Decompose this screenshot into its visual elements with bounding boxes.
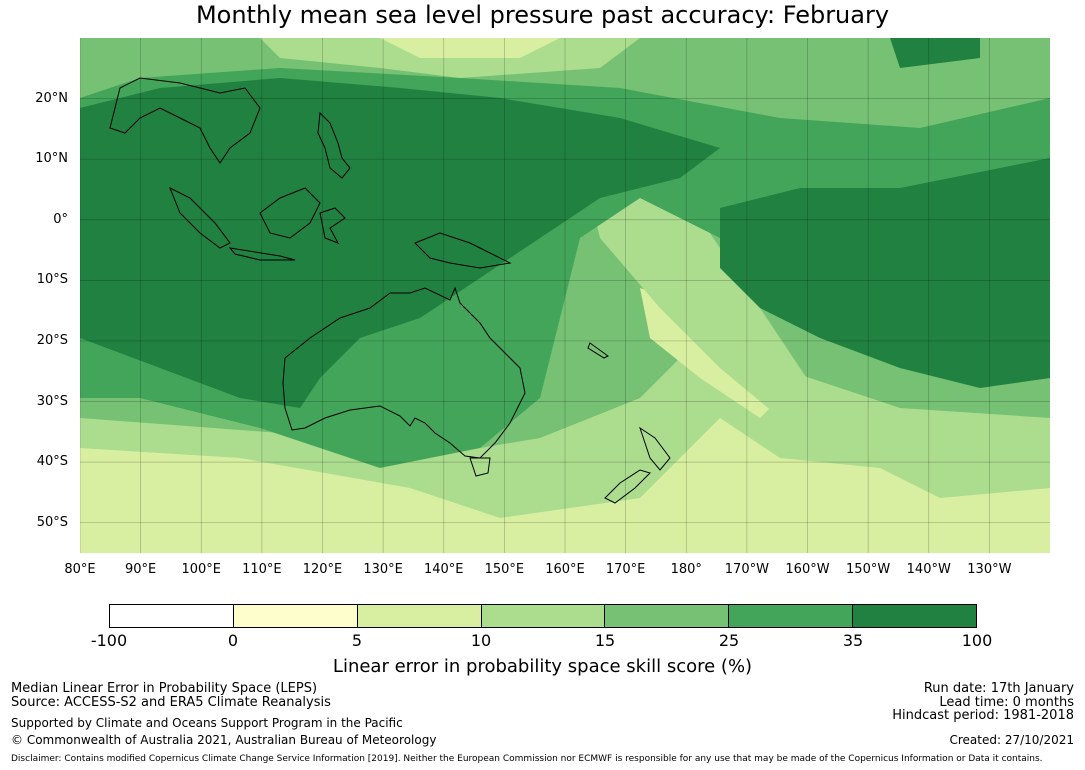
- lat-label: 0°: [53, 211, 68, 227]
- lon-label: 150°W: [846, 562, 891, 577]
- colorbar-swatch: [481, 605, 606, 627]
- coastline-sulawesi: [319, 207, 346, 244]
- region-dark-east: [720, 158, 1050, 388]
- colorbar-tick-label: 25: [718, 631, 740, 650]
- footer-run-date: Run date: 17th January: [923, 681, 1074, 696]
- colorbar-swatch: [605, 605, 730, 627]
- skill-regions: [80, 38, 1050, 553]
- footer-method: Median Linear Error in Probability Space…: [11, 681, 318, 696]
- lat-label: 10°S: [36, 272, 68, 288]
- lon-label: 90°E: [124, 562, 157, 577]
- colorbar-tick-label: 0: [227, 631, 239, 650]
- lon-label: 130°W: [967, 562, 1012, 577]
- footer-source: Source: ACCESS-S2 and ERA5 Climate Reana…: [11, 695, 331, 710]
- lon-label: 170°E: [605, 562, 646, 577]
- colorbar-tick-label: 10: [470, 631, 492, 650]
- lon-label: 140°W: [906, 562, 951, 577]
- colorbar-tick-label: 15: [594, 631, 616, 650]
- lon-label: 160°E: [545, 562, 585, 577]
- lat-label: 10°N: [35, 151, 68, 167]
- coastline-philippines: [317, 111, 351, 179]
- lon-label: 80°E: [64, 562, 96, 577]
- colorbar-tick-label: 35: [842, 631, 864, 650]
- footer-lead-time: Lead time: 0 months: [939, 695, 1074, 710]
- footer-support: Supported by Climate and Oceans Support …: [11, 716, 403, 730]
- lon-label: 150°E: [484, 562, 525, 577]
- footer-hindcast-period: Hindcast period: 1981-2018: [892, 708, 1074, 723]
- coastline-java: [228, 247, 296, 261]
- lon-label: 100°E: [181, 562, 222, 577]
- lon-label: 110°E: [242, 562, 282, 577]
- footer-copyright: © Commonwealth of Australia 2021, Austra…: [11, 733, 437, 747]
- colorbar-swatch: [357, 605, 482, 627]
- colorbar-swatch: [233, 605, 358, 627]
- graticule: [80, 38, 1050, 553]
- colorbar-tick-label: 100: [961, 631, 993, 650]
- lat-label: 40°S: [36, 454, 68, 470]
- coastline-australia: [282, 286, 526, 459]
- lat-label: 30°S: [36, 393, 68, 409]
- lon-label: 130°E: [363, 562, 403, 577]
- region-pale-north: [380, 38, 560, 58]
- colorbar-swatch: [110, 605, 234, 627]
- coastline-indochina: [109, 77, 261, 164]
- footer-created-date: Created: 27/10/2021: [949, 733, 1074, 747]
- colorbar-swatch: [853, 605, 977, 627]
- colorbar-label: Linear error in probability space skill …: [332, 656, 753, 677]
- coastline-new-zealand-south: [604, 469, 651, 504]
- lon-label: 160°W: [785, 562, 830, 577]
- region-light-spcz: [580, 158, 820, 418]
- map-title: Monthly mean sea level pressure past acc…: [195, 1, 890, 29]
- region-dark-northeast: [890, 38, 980, 68]
- coastline-borneo: [259, 187, 321, 239]
- coastline-new-zealand-north: [639, 426, 671, 471]
- coastline-tasmania: [469, 457, 491, 477]
- region-pale-south: [80, 418, 1050, 553]
- colorbar-swatch: [729, 605, 854, 627]
- coastline-new-guinea: [414, 232, 512, 269]
- disclaimer: Disclaimer: Contains modified Copernicus…: [11, 754, 1043, 764]
- lon-label: 120°E: [302, 562, 343, 577]
- colorbar: [109, 604, 977, 628]
- lat-label: 20°N: [35, 90, 68, 106]
- lon-label: 180°: [670, 562, 702, 577]
- colorbar-tick-label: -100: [90, 631, 128, 650]
- skill-score-map: [80, 38, 1050, 553]
- coastlines: [109, 77, 671, 504]
- lon-label: 170°W: [724, 562, 769, 577]
- colorbar-tick-label: 5: [351, 631, 363, 650]
- region-dark-west: [80, 78, 720, 408]
- coastline-new-caledonia: [587, 342, 609, 359]
- lat-label: 20°S: [36, 332, 68, 348]
- coastline-sumatra: [169, 186, 231, 249]
- lat-label: 50°S: [36, 514, 68, 530]
- lon-label: 140°E: [423, 562, 464, 577]
